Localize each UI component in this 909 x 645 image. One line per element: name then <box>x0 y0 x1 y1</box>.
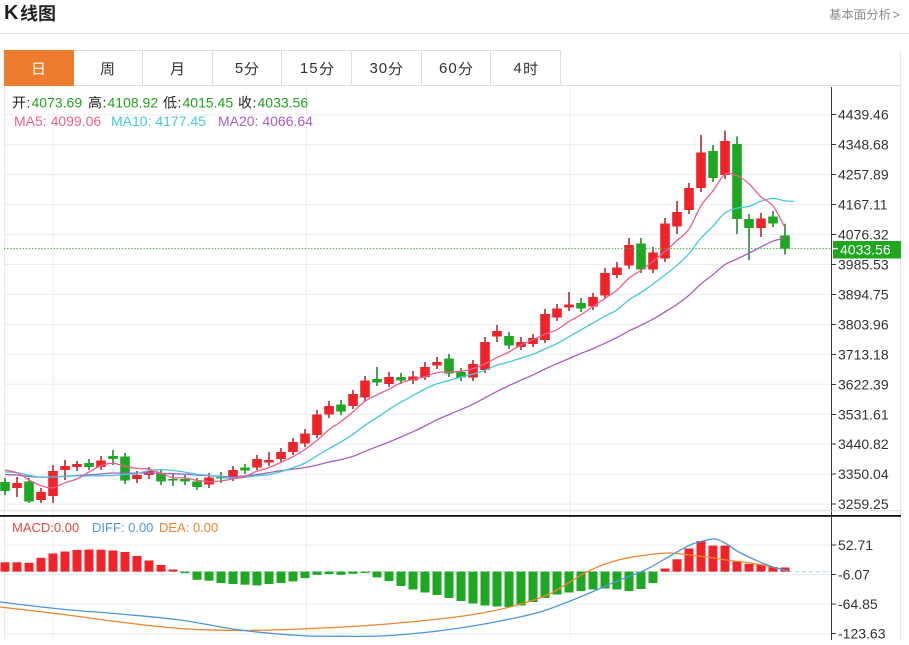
svg-text::: : <box>178 94 182 110</box>
svg-text:4348.68: 4348.68 <box>838 137 889 153</box>
svg-text:MACD:0.00: MACD:0.00 <box>12 520 79 535</box>
svg-text:3713.18: 3713.18 <box>838 346 889 362</box>
svg-text:3531.61: 3531.61 <box>838 406 889 422</box>
svg-text:DEA: 0.00: DEA: 0.00 <box>159 520 218 535</box>
svg-text:-64.85: -64.85 <box>838 596 878 612</box>
svg-text:4076.32: 4076.32 <box>838 227 889 243</box>
svg-text:3440.82: 3440.82 <box>838 436 889 452</box>
svg-text:-6.07: -6.07 <box>838 567 870 583</box>
svg-text:MA10: 4177.45: MA10: 4177.45 <box>111 113 206 129</box>
svg-text:52.71: 52.71 <box>838 537 873 553</box>
svg-text:3985.53: 3985.53 <box>838 257 889 273</box>
svg-text:4073.69: 4073.69 <box>32 94 83 110</box>
svg-text::: : <box>27 94 31 110</box>
svg-text:4257.89: 4257.89 <box>838 167 889 183</box>
svg-text:3622.39: 3622.39 <box>838 376 889 392</box>
svg-text:4015.45: 4015.45 <box>183 94 234 110</box>
svg-text:3350.04: 3350.04 <box>838 466 889 482</box>
svg-text:4033.56: 4033.56 <box>258 94 309 110</box>
svg-text:4439.46: 4439.46 <box>838 107 889 123</box>
svg-text:3894.75: 3894.75 <box>838 286 889 302</box>
svg-text:-123.63: -123.63 <box>838 626 886 642</box>
svg-text::: : <box>103 94 107 110</box>
svg-text:MA5: 4099.06: MA5: 4099.06 <box>14 113 101 129</box>
svg-text:DIFF: 0.00: DIFF: 0.00 <box>92 520 153 535</box>
svg-text::: : <box>253 94 257 110</box>
svg-text:MA20: 4066.64: MA20: 4066.64 <box>218 113 313 129</box>
svg-text:4033.56: 4033.56 <box>840 242 891 258</box>
svg-text:3259.25: 3259.25 <box>838 496 889 512</box>
svg-text:4167.11: 4167.11 <box>838 197 888 213</box>
svg-text:3803.96: 3803.96 <box>838 316 889 332</box>
svg-text:4108.92: 4108.92 <box>108 94 159 110</box>
